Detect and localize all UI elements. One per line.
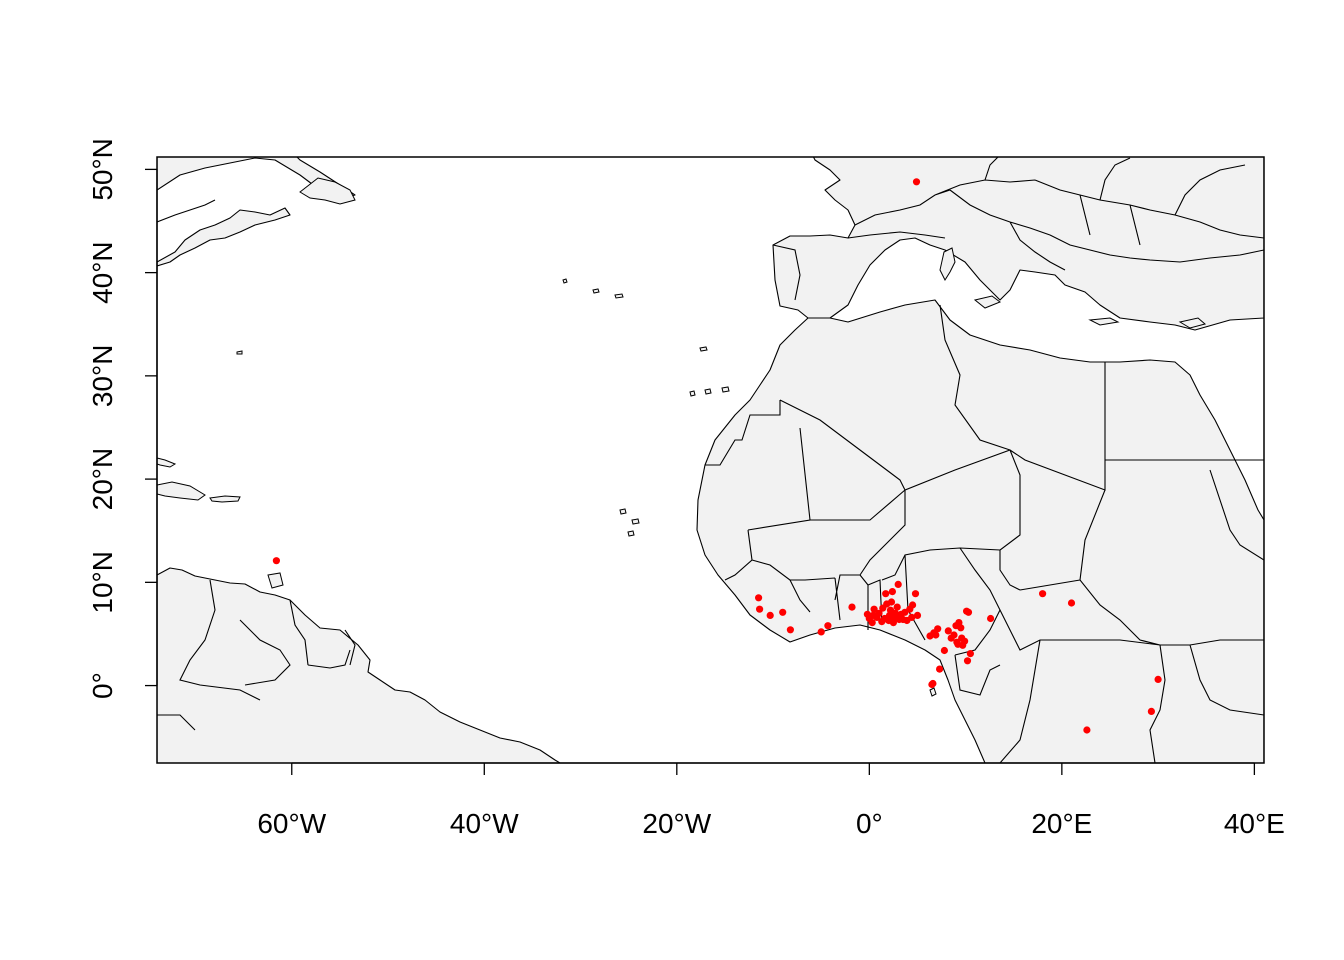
x-tick-label: 40°W [450,808,519,839]
data-point [908,613,916,622]
data-point [1154,675,1162,684]
africa-country-borders [705,304,1264,763]
data-point [961,637,969,645]
data-point [272,557,280,565]
data-point [1083,726,1091,734]
data-point [950,631,958,639]
sardinia-corsica-island [939,247,956,282]
data-point [929,679,937,688]
data-point [893,603,901,611]
data-point [882,590,890,598]
canary-islands [689,386,730,397]
data-point [786,626,795,634]
data-point [756,605,764,613]
data-point [779,608,787,616]
cape-verde-islands [619,508,640,537]
y-axis: 0° 10°N 20°N 30°N 40°N 50°N [87,138,158,699]
data-point [909,601,917,609]
data-point [912,178,921,186]
x-tick-label: 20°E [1031,808,1092,839]
x-tick-label: 40°E [1224,808,1285,839]
south-america-borders [157,579,356,731]
data-point [894,580,902,589]
data-point [966,650,975,658]
data-point [963,657,972,665]
data-point [888,588,897,596]
x-tick-label: 20°W [642,808,711,839]
data-point [1147,707,1155,716]
bermuda-island [236,350,243,355]
data-point [957,624,965,632]
bioko-island [929,687,937,697]
canada-maritimes [157,207,291,267]
data-point [987,614,995,623]
data-point [1039,590,1047,598]
data-point [766,611,774,620]
data-point [913,611,922,620]
us-canada-border [157,199,216,223]
europe-country-borders [772,157,1264,301]
south-america-landmass [157,567,561,763]
y-tick-label: 0° [87,672,118,699]
y-tick-label: 40°N [87,241,118,304]
sicily-island [973,295,1002,309]
y-tick-label: 10°N [87,551,118,614]
africa-landmass [696,299,1264,763]
azores-islands [562,278,624,299]
cyprus-island [1178,317,1207,329]
y-tick-label: 50°N [87,138,118,201]
x-tick-label: 60°W [257,808,326,839]
crete-island [1088,317,1120,326]
y-tick-label: 30°N [87,345,118,408]
data-point [870,605,878,613]
hispaniola-island [157,481,206,501]
trinidad-island [267,572,284,589]
data-point [944,627,952,635]
x-tick-label: 0° [856,808,883,839]
puerto-rico-island [209,495,241,503]
newfoundland-island [299,177,356,205]
points-layer [272,178,1162,734]
data-point [964,608,973,616]
data-point [1067,599,1076,607]
data-point [936,665,944,673]
y-tick-label: 20°N [87,448,118,511]
data-point [940,646,949,655]
data-point [848,603,856,611]
x-axis: 60°W 40°W 20°W 0° 20°E 40°E [257,762,1285,839]
data-point [887,598,896,606]
cuba-island [157,457,177,468]
data-point [824,622,832,630]
data-point [875,609,883,617]
europe-landmass [772,157,1264,331]
data-point [934,625,942,633]
basemap [157,157,1264,763]
madeira-island [699,346,708,352]
data-point [817,628,825,636]
data-point [932,631,940,639]
data-point [911,590,920,598]
data-point [868,619,876,627]
data-point [755,594,763,602]
